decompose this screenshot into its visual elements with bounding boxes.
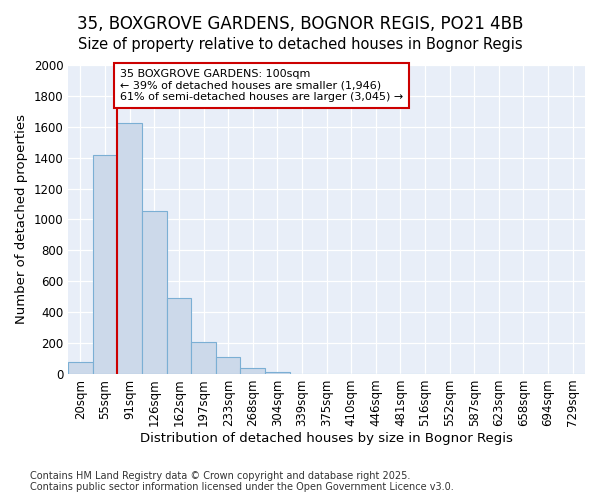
Text: 35 BOXGROVE GARDENS: 100sqm
← 39% of detached houses are smaller (1,946)
61% of : 35 BOXGROVE GARDENS: 100sqm ← 39% of det… bbox=[120, 69, 403, 102]
Bar bbox=[265, 372, 290, 374]
Bar bbox=[167, 298, 191, 374]
Text: 35, BOXGROVE GARDENS, BOGNOR REGIS, PO21 4BB: 35, BOXGROVE GARDENS, BOGNOR REGIS, PO21… bbox=[77, 15, 523, 33]
Text: Size of property relative to detached houses in Bognor Regis: Size of property relative to detached ho… bbox=[77, 38, 523, 52]
Text: Contains HM Land Registry data © Crown copyright and database right 2025.
Contai: Contains HM Land Registry data © Crown c… bbox=[30, 471, 454, 492]
Bar bbox=[118, 123, 142, 374]
Bar bbox=[191, 342, 216, 374]
Bar bbox=[216, 357, 241, 374]
Bar bbox=[241, 368, 265, 374]
Y-axis label: Number of detached properties: Number of detached properties bbox=[15, 114, 28, 324]
Bar bbox=[93, 154, 118, 374]
Bar bbox=[142, 211, 167, 374]
Bar bbox=[68, 362, 93, 374]
X-axis label: Distribution of detached houses by size in Bognor Regis: Distribution of detached houses by size … bbox=[140, 432, 513, 445]
